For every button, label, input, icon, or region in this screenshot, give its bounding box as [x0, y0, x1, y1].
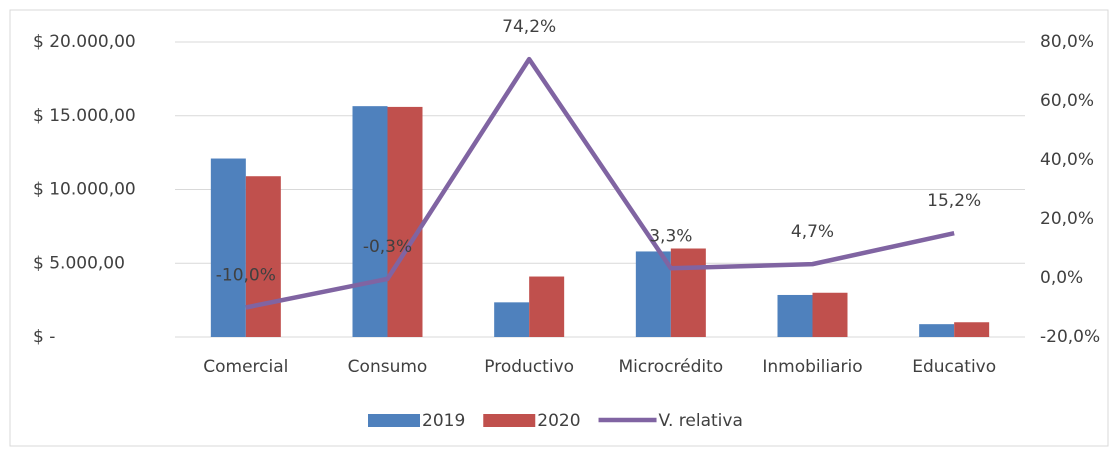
bar: [954, 322, 990, 337]
y2-tick-label: -20,0%: [1040, 327, 1100, 347]
y2-tick-label: 60,0%: [1040, 91, 1094, 111]
data-label: 4,7%: [791, 222, 834, 242]
legend-swatch: [368, 414, 420, 427]
y-tick-label: $ 15.000,00: [33, 106, 136, 126]
bar: [387, 106, 423, 338]
y2-tick-label: 40,0%: [1040, 150, 1094, 170]
bar: [494, 302, 530, 337]
y-tick-label: $ -: [33, 327, 55, 347]
bar: [635, 251, 671, 337]
bar: [245, 176, 281, 337]
bar: [210, 158, 246, 337]
chart-frame: [9, 9, 1109, 447]
x-tick-label: Consumo: [348, 357, 428, 377]
data-label: 3,3%: [649, 226, 692, 246]
data-label: 15,2%: [927, 191, 981, 211]
bar: [670, 248, 706, 337]
bar: [919, 324, 955, 337]
y-tick-label: $ 20.000,00: [33, 32, 136, 52]
y-tick-label: $ 5.000,00: [33, 253, 125, 273]
bar: [352, 106, 388, 337]
x-tick-label: Comercial: [203, 357, 288, 377]
data-label: -10,0%: [216, 266, 276, 286]
line: [245, 56, 955, 310]
bar: [529, 276, 565, 337]
y2-tick-label: 0,0%: [1040, 268, 1083, 288]
y2-tick-label: 80,0%: [1040, 32, 1094, 52]
legend-swatch: [483, 414, 536, 427]
x-tick-label: Inmobiliario: [762, 357, 862, 377]
y2-tick-label: 20,0%: [1040, 209, 1094, 229]
data-label: 74,2%: [502, 17, 556, 37]
bar: [812, 292, 848, 337]
x-tick-label: Microcrédito: [618, 357, 723, 377]
legend-label: V. relativa: [659, 411, 743, 431]
y-tick-label: $ 10.000,00: [33, 180, 136, 200]
x-tick-label: Educativo: [912, 357, 996, 377]
legend-label: 2019: [422, 411, 465, 431]
bar: [777, 294, 813, 337]
x-tick-label: Productivo: [484, 357, 574, 377]
legend-label: 2020: [537, 411, 580, 431]
data-label: -0,3%: [363, 237, 412, 257]
